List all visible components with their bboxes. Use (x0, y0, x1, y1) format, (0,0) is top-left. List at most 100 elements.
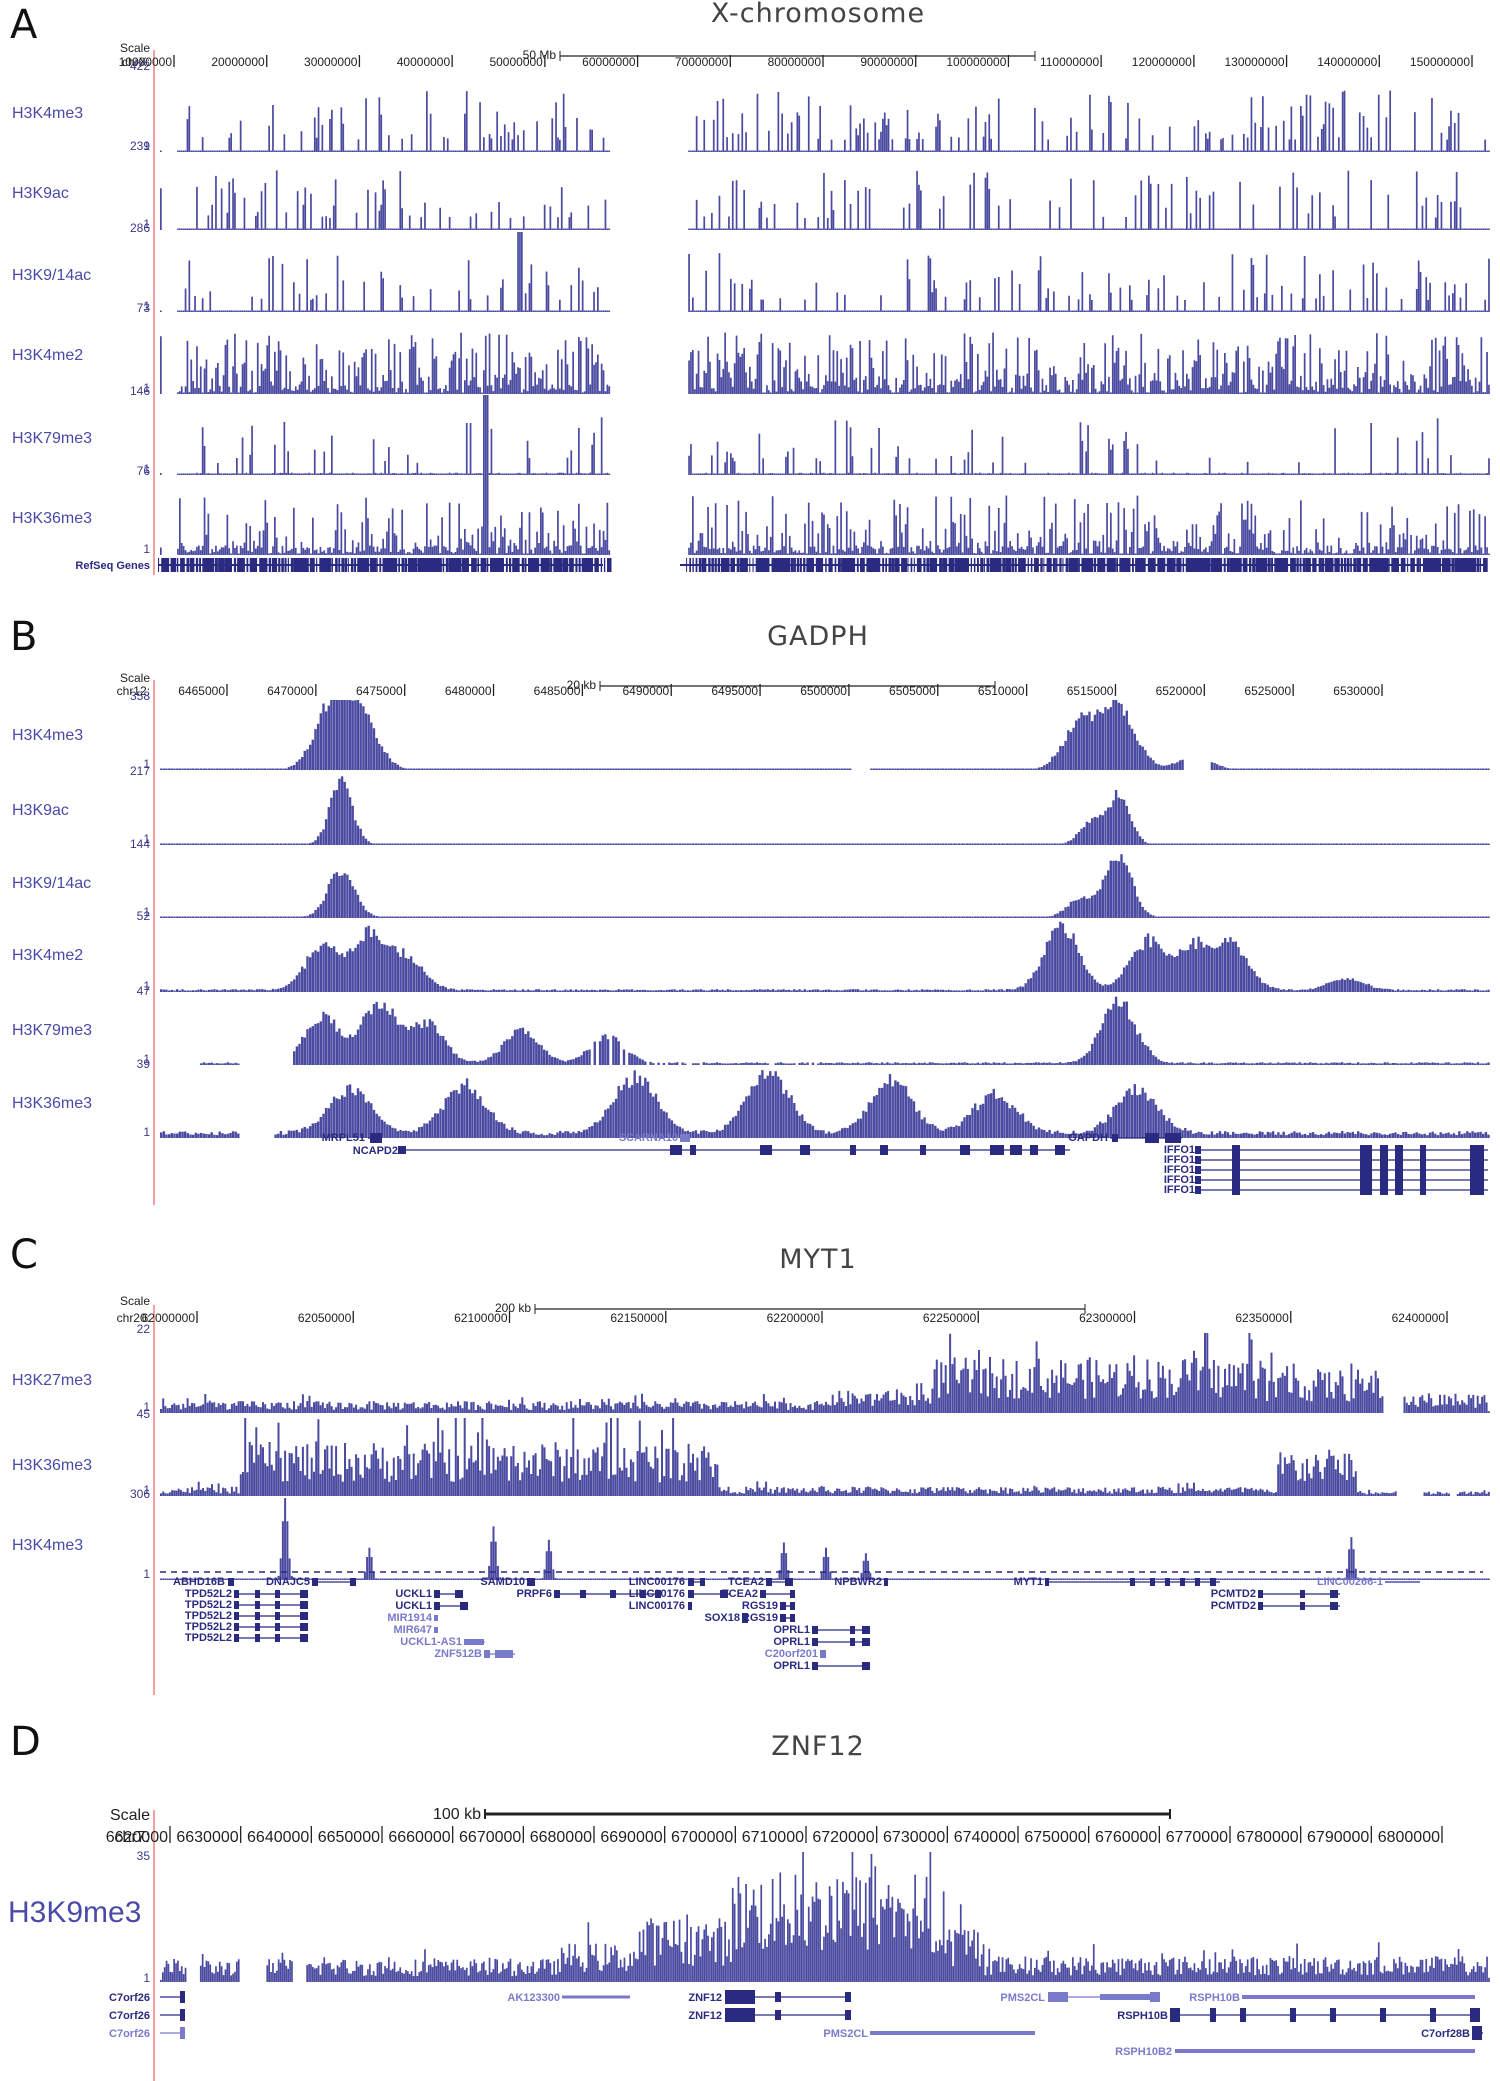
gene-exon (1170, 2008, 1180, 2022)
gene-exon (300, 1623, 308, 1631)
gene-label: RGS19 (742, 1612, 778, 1624)
gene-exon (690, 1145, 696, 1155)
gene-exon (234, 1623, 239, 1631)
gene-exon (1380, 1145, 1388, 1155)
gene-linc00176: LINC00176 (629, 1576, 705, 1588)
gene-exon (1232, 1185, 1240, 1195)
track-ymin: 1 (143, 1483, 150, 1497)
signal (160, 1070, 1490, 1138)
gene-exon (234, 1612, 239, 1620)
scale-bar-label: 20 kb (567, 678, 597, 692)
gene-exon (1258, 1602, 1263, 1610)
gene-label: OPRL1 (773, 1636, 810, 1648)
gene-label: ABHD16B (173, 1576, 225, 1588)
signal-bars (160, 332, 1490, 394)
signal (160, 854, 1490, 918)
tick-label: 62050000 (298, 1311, 352, 1325)
gene-znf12: ZNF12 (688, 2008, 851, 2022)
tick-label: 70000000 (675, 55, 729, 69)
signal (160, 1333, 1490, 1413)
gene-exon (960, 1145, 970, 1155)
track-ymin: 1 (143, 757, 150, 771)
gene-mrpl51: MRPL51 (322, 1132, 382, 1144)
track-ymax: 306 (130, 1487, 150, 1501)
gene-track-label: RefSeq Genes (75, 560, 150, 572)
tick-label: 6475000 (356, 684, 403, 698)
gene-label: C7orf26 (109, 2010, 150, 2022)
chrom-label: chr7: (114, 1829, 150, 1846)
gene-exon (1232, 1165, 1240, 1175)
gene-exon (1380, 1155, 1388, 1165)
gene-exon (300, 1601, 308, 1609)
gene-exon (725, 1990, 755, 2004)
gene-mir647: MIR647 (393, 1624, 438, 1636)
scale-label: Scale (120, 1294, 150, 1308)
gene-exon (275, 1612, 280, 1620)
signal-bars (160, 170, 1490, 230)
gene-exon (275, 1590, 280, 1598)
track-ymax: 239 (130, 139, 150, 153)
gene-exon (742, 1613, 748, 1623)
track-label: H3K79me3 (12, 1022, 92, 1039)
tick-label: 60000000 (582, 55, 636, 69)
gene-exon (370, 1133, 382, 1143)
gene-exon (1330, 2008, 1336, 2022)
gene-label: IFFO1 (1164, 1164, 1195, 1176)
scale-bar-label: 100 kb (433, 1806, 481, 1823)
gene-sox18: SOX18 (705, 1612, 748, 1624)
tick-label: 10000000 (119, 55, 173, 69)
gene-oprl1: OPRL1 (773, 1660, 870, 1672)
track-h3k79me3: H3K79me3 47 1 (12, 984, 1490, 1066)
tick-label: 20000000 (211, 55, 265, 69)
tick-label: 6510000 (978, 684, 1025, 698)
gene-label: MYT1 (1014, 1576, 1043, 1588)
gene-exon (1045, 1578, 1049, 1586)
gene-exon (800, 1145, 810, 1155)
tick-label: 6630000 (176, 1829, 238, 1846)
track-h3k4me2: H3K4me2 52 1 (12, 909, 1490, 993)
tick-label: 6790000 (1307, 1829, 1369, 1846)
gene-exon (1360, 1185, 1372, 1195)
scale-bar-label: 200 kb (495, 1301, 531, 1315)
gene-exon (790, 1590, 795, 1598)
panel-title: ZNF12 (771, 1731, 865, 1762)
track-h3k914ac: H3K9/14ac 286 1 (12, 221, 1490, 313)
gene-exon (1420, 1155, 1426, 1165)
gene-exon (610, 1590, 616, 1598)
signal (199, 996, 1490, 1065)
gene-exon (790, 1602, 795, 1610)
track-h3k4me3: H3K4me3 306 1 (12, 1487, 1490, 1581)
gene-label: SOX18 (705, 1612, 740, 1624)
signal-bars (160, 854, 1490, 918)
gene-label: LINC00176 (629, 1600, 685, 1612)
track-label: H3K9ac (12, 185, 69, 202)
gene-label: LINC00266-1 (1317, 1576, 1383, 1588)
gene-exon (255, 1623, 260, 1631)
gene-iffo1: IFFO1 (1164, 1144, 1488, 1156)
gene-samd10: SAMD10 (480, 1576, 535, 1588)
gene-exon (312, 1578, 318, 1586)
gene-pms2cl: PMS2CL (823, 2028, 1035, 2040)
gene-exon (766, 1578, 772, 1586)
gene-exon (760, 1590, 766, 1598)
gene-c20orf201: C20orf201 (765, 1648, 826, 1660)
gene-exon (1150, 1578, 1155, 1586)
track-h3k36me3: H3K36me3 45 1 (12, 1407, 1490, 1497)
gene-exon (845, 1992, 851, 2002)
gene-exon (300, 1634, 308, 1642)
tick-label: 6470000 (267, 684, 314, 698)
gene-label: MIR647 (393, 1624, 432, 1636)
gene-tpd52l2: TPD52L2 (185, 1588, 308, 1600)
gene-gapdh: GAPDH (1068, 1132, 1182, 1144)
gene-oprl1: OPRL1 (773, 1624, 870, 1636)
scale-label: Scale (110, 1807, 150, 1824)
tick-label: 62000000 (142, 1311, 196, 1325)
gene-label: RSPH10B2 (1115, 2046, 1172, 2058)
gene-label: C7orf28B (1421, 2028, 1470, 2040)
tick-label: 6465000 (178, 684, 225, 698)
gene-exon (1240, 2008, 1246, 2022)
signal-bars (160, 1418, 1490, 1496)
gene-exon (785, 1578, 793, 1586)
